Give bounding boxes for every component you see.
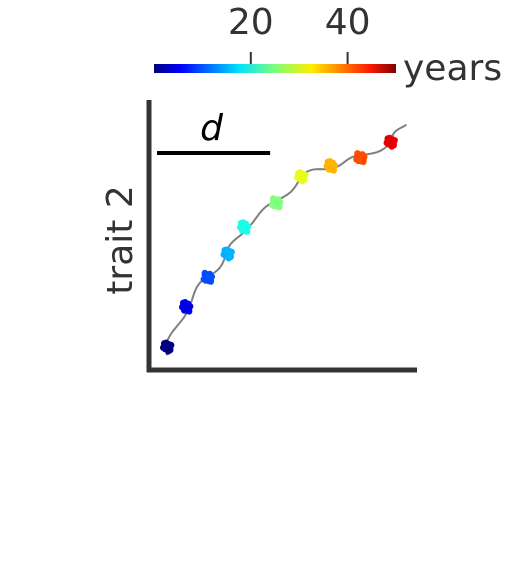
cluster-point bbox=[236, 219, 252, 235]
colorbar-tick-label: 40 bbox=[325, 2, 371, 43]
cluster-dot bbox=[167, 346, 174, 354]
colorbar-gradient bbox=[154, 64, 396, 73]
cluster-dot bbox=[330, 167, 337, 174]
cluster-dot bbox=[221, 247, 228, 254]
cluster-dot bbox=[161, 340, 168, 347]
cluster-point bbox=[220, 246, 235, 262]
cluster-dot bbox=[207, 278, 214, 285]
plot-area: trait 2 d bbox=[100, 100, 417, 373]
cluster-dot bbox=[168, 341, 175, 349]
cluster-point bbox=[160, 339, 175, 355]
cluster-dot bbox=[390, 142, 397, 149]
cluster-dot bbox=[295, 169, 302, 177]
scale-bar-label: d bbox=[200, 108, 224, 149]
cluster-point bbox=[323, 158, 338, 174]
cluster-point bbox=[269, 195, 284, 211]
cluster-dot bbox=[354, 150, 361, 157]
cluster-dot bbox=[276, 203, 283, 211]
colorbar-ticks: 20 40 bbox=[228, 2, 371, 64]
colorbar: 20 40 years bbox=[154, 2, 502, 89]
cluster-dot bbox=[269, 201, 276, 208]
cluster-dot bbox=[243, 228, 251, 235]
cluster-dot bbox=[353, 156, 360, 163]
cluster-dot bbox=[384, 135, 391, 142]
cluster-dot bbox=[228, 248, 235, 256]
trajectory-line bbox=[164, 123, 408, 356]
cluster-dot bbox=[186, 308, 193, 315]
cluster-dot bbox=[324, 158, 331, 165]
cluster-dot bbox=[227, 253, 234, 261]
colorbar-label: years bbox=[403, 48, 502, 89]
cluster-dot bbox=[200, 276, 207, 283]
cluster-point bbox=[353, 150, 368, 166]
cluster-dot bbox=[270, 195, 277, 202]
cluster-dot bbox=[391, 137, 398, 144]
clusters-layer bbox=[160, 134, 398, 355]
y-axis-label: trait 2 bbox=[100, 185, 141, 294]
cluster-dot bbox=[180, 299, 187, 306]
cluster-point bbox=[200, 269, 215, 285]
cluster-point bbox=[179, 299, 194, 315]
cluster-point bbox=[294, 169, 309, 185]
cluster-dot bbox=[360, 158, 367, 166]
trajectory-layer bbox=[164, 123, 408, 356]
cluster-dot bbox=[237, 219, 245, 227]
colorbar-tick-label: 20 bbox=[228, 2, 274, 43]
cluster-point bbox=[383, 134, 398, 150]
cluster-dot bbox=[301, 176, 308, 184]
cluster-dot bbox=[302, 171, 309, 179]
cluster-dot bbox=[201, 269, 208, 277]
